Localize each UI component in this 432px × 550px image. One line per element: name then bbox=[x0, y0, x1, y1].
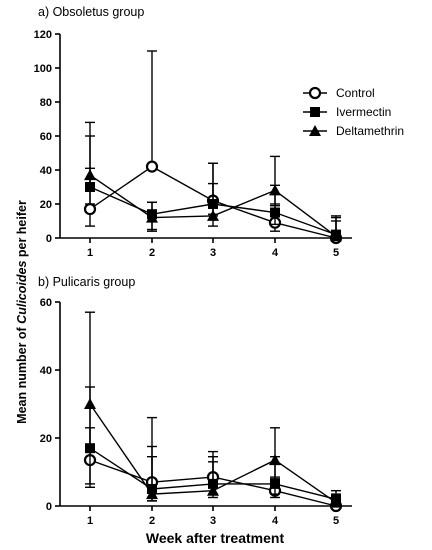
panel-a-point-deltamethrin bbox=[207, 209, 219, 221]
panel-b-point-deltamethrin bbox=[146, 488, 158, 500]
panel-b-x-tick-label: 2 bbox=[149, 515, 155, 527]
panel-a-y-tick-label: 100 bbox=[34, 63, 52, 75]
panel-a-x-tick-label: 4 bbox=[272, 247, 279, 259]
y-axis-label-part-3: per heifer bbox=[15, 200, 29, 261]
panel-b-point-deltamethrin bbox=[269, 454, 281, 466]
legend-marker-ivermectin bbox=[310, 107, 320, 117]
panel-a-point-ivermectin bbox=[270, 207, 280, 218]
panel-a-x-tick-label: 2 bbox=[149, 247, 155, 259]
legend-marker-control bbox=[308, 86, 322, 100]
panel-a-y-tick-label: 120 bbox=[34, 29, 52, 41]
panel-a-point-deltamethrin bbox=[146, 211, 158, 223]
panel-a-plot: 0 20 40 60 80 100 120 1 2 3 4 5 bbox=[34, 29, 352, 259]
y-axis-label-part-2: Culicoides bbox=[15, 261, 29, 324]
panel-b-y-tick-label: 40 bbox=[40, 365, 52, 377]
panel-b-point-deltamethrin bbox=[207, 484, 219, 496]
panel-b-y-tick-label: 0 bbox=[46, 501, 52, 513]
panel-a-y-tick-label: 60 bbox=[40, 131, 52, 143]
panel-a-point-deltamethrin bbox=[269, 184, 281, 196]
panel-b-x-tick-label: 1 bbox=[87, 515, 93, 527]
panel-a-x-tick-label: 5 bbox=[333, 247, 339, 259]
panel-b-y-tick-label: 20 bbox=[40, 433, 52, 445]
panel-b-y-tick-label: 60 bbox=[40, 297, 52, 309]
panel-b-point-ivermectin bbox=[270, 478, 280, 489]
panel-b-x-tick-label: 4 bbox=[272, 515, 279, 527]
panel-a-point-deltamethrin bbox=[330, 230, 342, 242]
panel-a-title: a) Obsoletus group bbox=[38, 5, 144, 19]
x-axis-label: Week after treatment bbox=[146, 530, 285, 546]
legend-marker-deltamethrin bbox=[309, 125, 321, 136]
panel-b-x-tick-label: 3 bbox=[210, 515, 216, 527]
panel-a-x-tick-label: 1 bbox=[87, 247, 93, 259]
panel-b-x-tick-label: 5 bbox=[333, 515, 339, 527]
panel-a-y-tick-label: 20 bbox=[40, 199, 52, 211]
legend-label-ivermectin: Ivermectin bbox=[336, 105, 391, 119]
panel-a-point-control bbox=[83, 203, 97, 216]
panel-a-y-tick-label: 40 bbox=[40, 165, 52, 177]
legend-label-deltamethrin: Deltamethrin bbox=[336, 124, 404, 138]
panel-b-title: b) Pulicaris group bbox=[38, 275, 135, 289]
y-axis-label: Mean number of Culicoides per heifer bbox=[15, 200, 29, 424]
y-axis-label-part-1: Mean number of bbox=[15, 324, 29, 424]
panel-a-x-tick-label: 3 bbox=[210, 247, 216, 259]
legend: Control Ivermectin Deltamethrin bbox=[303, 86, 404, 138]
panel-b-point-deltamethrin bbox=[330, 496, 342, 508]
panel-a-point-control bbox=[145, 160, 159, 173]
panel-b-point-deltamethrin bbox=[84, 398, 96, 409]
legend-label-control: Control bbox=[336, 86, 375, 100]
panel-a-point-deltamethrin bbox=[84, 169, 96, 181]
panel-a-y-tick-label: 0 bbox=[46, 233, 52, 245]
panel-a-y-tick-label: 80 bbox=[40, 97, 52, 109]
panel-b-plot: 0 20 40 60 1 2 3 4 5 bbox=[40, 297, 352, 527]
